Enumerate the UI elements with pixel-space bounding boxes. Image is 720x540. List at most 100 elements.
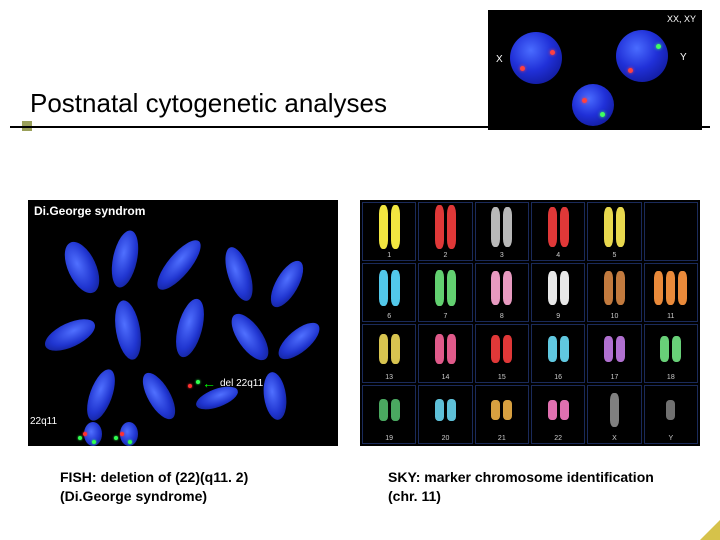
chromosome-number: 20 [419, 435, 471, 442]
sky-chromosome [391, 270, 400, 306]
fish-signal [196, 380, 200, 384]
sky-chromosome [503, 400, 512, 420]
chromosome-number: 11 [645, 313, 697, 320]
sky-caption-line2: (chr. 11) [388, 488, 441, 504]
page-corner-icon [700, 520, 720, 540]
fish-signal [128, 440, 132, 444]
karyotype-cell: 15 [475, 324, 529, 383]
sky-chromosome [391, 205, 400, 249]
fish-digeorge-panel: Di.George syndrom 22q11 ← del 22q11 [28, 200, 338, 446]
chromosome-number: 3 [476, 252, 528, 259]
nucleus [616, 30, 668, 82]
karyotype-cell: X [587, 385, 641, 444]
sky-chromosome [435, 205, 444, 249]
sky-chromosome [672, 336, 681, 362]
karyotype-cell: Y [644, 385, 698, 444]
karyotype-cell: 4 [531, 202, 585, 261]
karyotype-cell: 17 [587, 324, 641, 383]
sky-chromosome [560, 271, 569, 305]
sky-chromosome [616, 271, 625, 305]
fish-signal [114, 436, 118, 440]
karyotype-cell: 1 [362, 202, 416, 261]
metaphase-chromosome [136, 368, 181, 424]
fish-signal [628, 68, 633, 73]
chromosome-number: 14 [419, 374, 471, 381]
karyotype-cell [644, 202, 698, 261]
sky-chromosome [548, 336, 557, 362]
fish-signal [92, 440, 96, 444]
chromosome-number: 17 [588, 374, 640, 381]
sky-chromosome [491, 207, 500, 247]
karyotype-cell: 11 [644, 263, 698, 322]
sky-chromosome [435, 270, 444, 306]
q11-label: 22q11 [30, 416, 57, 427]
sky-chromosome [604, 336, 613, 362]
sky-chromosome [379, 270, 388, 306]
sky-chromosome [560, 400, 569, 420]
sky-chromosome [678, 271, 687, 305]
sky-caption-line1: SKY: marker chromosome identification [388, 469, 654, 485]
sky-chromosome [604, 271, 613, 305]
fish-signal [520, 66, 525, 71]
sky-chromosome [391, 334, 400, 364]
fish-signal [188, 384, 192, 388]
karyotype-cell: 8 [475, 263, 529, 322]
karyotype-cell: 22 [531, 385, 585, 444]
sky-chromosome [604, 207, 613, 247]
chromosome-number: X [588, 435, 640, 442]
sky-chromosome [610, 393, 619, 427]
page-title: Postnatal cytogenetic analyses [30, 88, 387, 119]
sky-chromosome [447, 205, 456, 249]
chromosome-number: 4 [532, 252, 584, 259]
metaphase-chromosome [111, 298, 145, 361]
chromosome-number: 13 [363, 374, 415, 381]
chromosome-number: 16 [532, 374, 584, 381]
fish-signal [83, 432, 87, 436]
sky-chromosome [379, 399, 388, 421]
chromosome-number: 21 [476, 435, 528, 442]
sky-chromosome [666, 400, 675, 420]
metaphase-chromosome [261, 371, 289, 422]
karyotype-cell: 14 [418, 324, 472, 383]
fish-caption: FISH: deletion of (22)(q11. 2) (Di.Georg… [60, 468, 340, 506]
karyotype-cell: 2 [418, 202, 472, 261]
chromosome-number: 5 [588, 252, 640, 259]
sky-chromosome [616, 207, 625, 247]
fish-signal [656, 44, 661, 49]
fish-caption-line2: (Di.George syndrome) [60, 488, 207, 504]
sky-chromosome [666, 271, 675, 305]
sky-chromosome [435, 334, 444, 364]
nucleus [572, 84, 614, 126]
karyotype-cell: 20 [418, 385, 472, 444]
karyotype-cell: 19 [362, 385, 416, 444]
chromosome-number: 2 [419, 252, 471, 259]
sky-chromosome [548, 400, 557, 420]
fish-caption-line1: FISH: deletion of (22)(q11. 2) [60, 469, 248, 485]
y-label: Y [680, 52, 687, 63]
sky-karyotype-panel: 123456789101113141516171819202122XY [360, 200, 700, 446]
nucleus [510, 32, 562, 84]
sky-chromosome [654, 271, 663, 305]
sky-chromosome [447, 334, 456, 364]
metaphase-chromosome [264, 256, 309, 312]
sky-chromosome [491, 335, 500, 363]
sky-chromosome [548, 271, 557, 305]
karyotype-cell: 5 [587, 202, 641, 261]
chromosome-number: 6 [363, 313, 415, 320]
sky-chromosome [503, 271, 512, 305]
karyotype-cell: 16 [531, 324, 585, 383]
sky-chromosome [379, 205, 388, 249]
xy-topright-label: XX, XY [667, 14, 696, 24]
sky-chromosome [447, 270, 456, 306]
karyotype-cell: 7 [418, 263, 472, 322]
metaphase-chromosome [81, 366, 120, 424]
sky-chromosome [560, 336, 569, 362]
karyotype-cell: 6 [362, 263, 416, 322]
chromosome-number: 10 [588, 313, 640, 320]
metaphase-chromosome [40, 313, 99, 358]
sky-chromosome [447, 399, 456, 421]
sky-chromosome [391, 399, 400, 421]
sky-chromosome [503, 335, 512, 363]
karyotype-cell: 18 [644, 324, 698, 383]
sky-chromosome [435, 399, 444, 421]
